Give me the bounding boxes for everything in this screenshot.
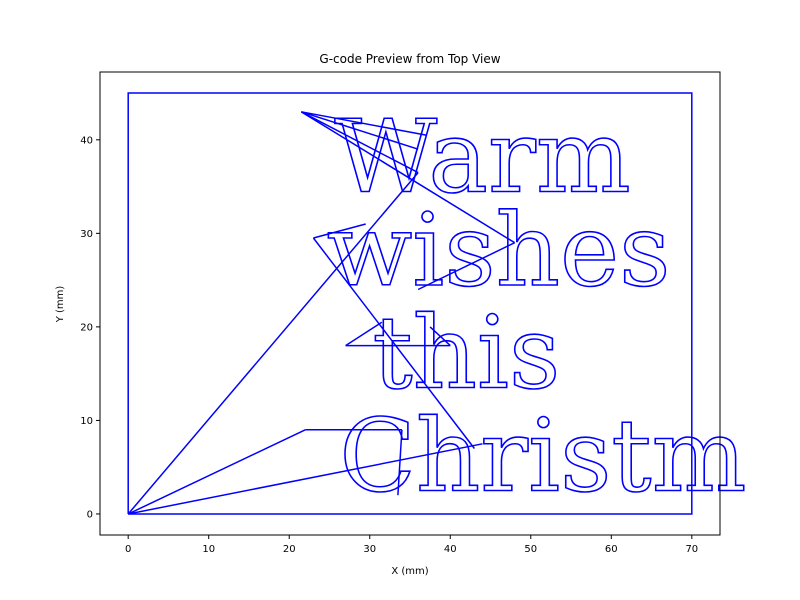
travel-move-6 — [301, 111, 419, 150]
x-tick-label: 20 — [283, 544, 296, 555]
y-axis: 0 10 20 30 40 — [80, 135, 100, 520]
plot-frame — [99, 71, 721, 536]
gcode-text-line-3: this — [372, 295, 560, 412]
x-tick-label: 0 — [125, 544, 131, 555]
chart-title: G-code Preview from Top View — [319, 52, 500, 66]
x-axis-label: X (mm) — [391, 566, 428, 577]
x-tick-label: 30 — [363, 544, 376, 555]
x-tick-label: 60 — [605, 544, 618, 555]
x-tick-label: 70 — [685, 544, 698, 555]
y-tick-label: 30 — [80, 229, 93, 240]
x-tick-label: 40 — [444, 544, 457, 555]
y-tick-label: 20 — [80, 322, 93, 333]
x-tick-label: 10 — [202, 544, 215, 555]
travel-move-10 — [313, 223, 366, 239]
y-tick-label: 0 — [87, 509, 93, 520]
series-layer — [127, 92, 693, 515]
travel-move-14 — [345, 321, 383, 347]
x-axis: 0 10 20 30 40 50 60 70 — [125, 535, 698, 555]
travel-move-1 — [127, 429, 306, 515]
travel-move-0 — [128, 443, 483, 515]
travel-move-4 — [127, 172, 419, 515]
travel-move-13 — [429, 326, 451, 347]
y-tick-label: 10 — [80, 416, 93, 427]
y-axis-label: Y (mm) — [55, 286, 66, 324]
border-line — [127, 92, 693, 515]
y-tick-label: 40 — [80, 135, 93, 146]
gcode-text-line-1: Warm — [334, 98, 630, 215]
travel-move-5 — [300, 111, 419, 174]
travel-move-11 — [312, 237, 475, 449]
x-tick-label: 50 — [524, 544, 537, 555]
travel-move-8 — [300, 111, 516, 244]
travel-move-3 — [397, 429, 403, 496]
gcode-text-line-2: wishes — [327, 192, 671, 309]
travel-move-7 — [301, 111, 427, 136]
gcode-text-line-4: Christm — [339, 398, 746, 515]
travel-move-9 — [417, 242, 516, 291]
